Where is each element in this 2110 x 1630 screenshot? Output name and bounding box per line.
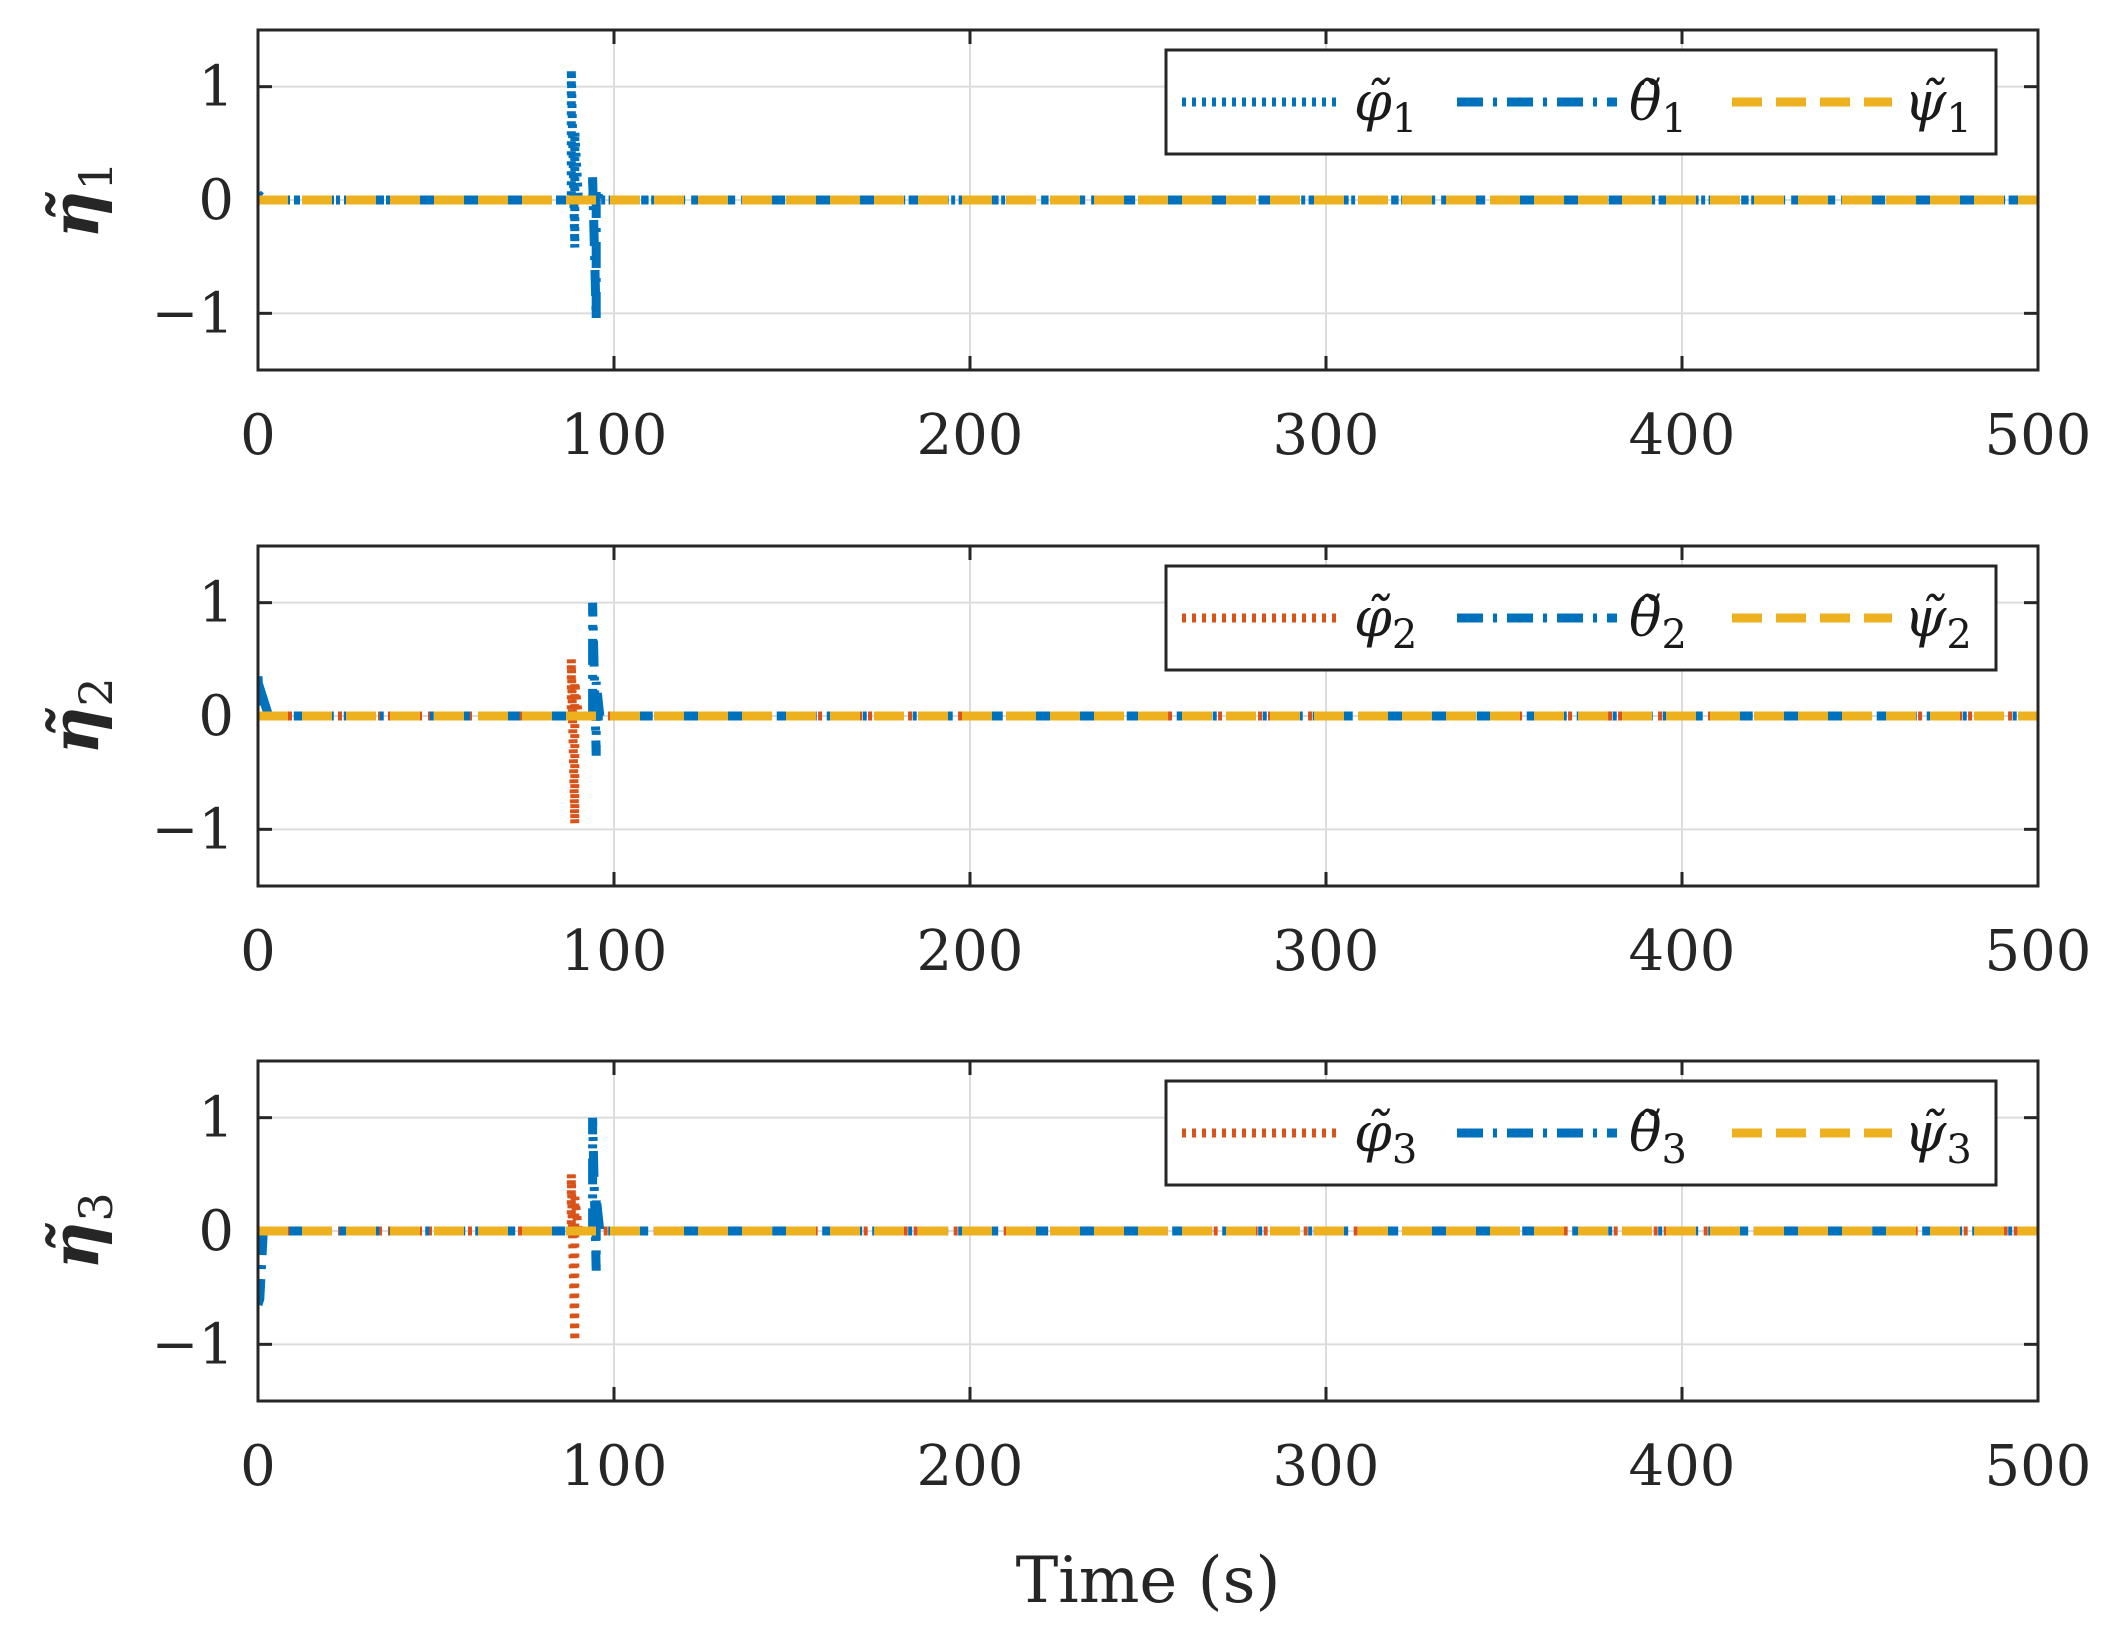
legend-entry-subscript: 1 — [1392, 96, 1417, 142]
x-tick-label: 400 — [1629, 919, 1736, 984]
legend-entry: ψ̃2 — [1904, 586, 1972, 658]
axes-box — [256, 28, 2040, 372]
y-tick-label: 1 — [198, 1086, 234, 1151]
legend-entry: ψ̃3 — [1904, 1101, 1972, 1173]
x-axis-label: Time (s) — [1016, 1544, 1281, 1618]
legend: φ̃1 θ̃1 ψ̃1 — [1164, 48, 1998, 156]
legend-entry-subscript: 2 — [1662, 612, 1687, 658]
y-tick-label: 1 — [198, 55, 234, 120]
series-line-dashdot — [258, 1117, 2038, 1307]
x-tick-label: 300 — [1273, 403, 1380, 468]
legend-entry: φ̃2 — [1354, 586, 1417, 658]
legend-entry: θ̃1 — [1629, 70, 1687, 142]
x-tick-label: 0 — [240, 403, 276, 468]
x-tick-label: 200 — [917, 919, 1024, 984]
axes-box — [256, 544, 2040, 888]
x-tick-label: 500 — [1985, 919, 2092, 984]
legend-entry-subscript: 1 — [1946, 96, 1971, 142]
y-tick-label: 0 — [198, 684, 234, 749]
y-tick-label: 1 — [198, 571, 234, 636]
y-axis-label: η̃3 — [36, 1192, 123, 1269]
y-tick-label: −1 — [151, 281, 234, 346]
x-tick-label: 100 — [561, 1434, 668, 1499]
x-tick-label: 100 — [561, 403, 668, 468]
legend-entry-subscript: 3 — [1392, 1127, 1417, 1173]
y-axis-label: η̃2 — [36, 677, 123, 754]
legend-entry-subscript: 3 — [1662, 1127, 1687, 1173]
x-tick-label: 100 — [561, 919, 668, 984]
legend: φ̃3 θ̃3 ψ̃3 — [1164, 1079, 1998, 1187]
x-tick-label: 400 — [1629, 1434, 1736, 1499]
x-tick-label: 300 — [1273, 919, 1380, 984]
y-tick-label: −1 — [151, 797, 234, 862]
series-line-dashdot — [258, 602, 2038, 756]
panel-1: 0 100 200 300 400 500−101 φ̃1 θ̃1 ψ̃1η̃1 — [36, 28, 2092, 468]
y-tick-label: 0 — [198, 1199, 234, 1264]
legend-entry-subscript: 1 — [1662, 96, 1687, 142]
x-tick-label: 200 — [917, 1434, 1024, 1499]
y-axis-label-subscript: 2 — [69, 677, 123, 706]
x-tick-label: 500 — [1985, 1434, 2092, 1499]
x-tick-label: 400 — [1629, 403, 1736, 468]
y-tick-label: −1 — [151, 1312, 234, 1377]
x-tick-label: 0 — [240, 1434, 276, 1499]
legend-entry: θ̃3 — [1629, 1101, 1687, 1173]
y-axis-label: η̃1 — [36, 161, 123, 238]
legend-entry-subscript: 2 — [1946, 612, 1971, 658]
panel-2: 0 100 200 300 400 500−101 φ̃2 θ̃2 ψ̃2η̃2 — [36, 544, 2092, 984]
y-axis-label-subscript: 3 — [69, 1192, 123, 1221]
axes-box — [256, 1059, 2040, 1403]
y-axis-label-subscript: 1 — [69, 161, 123, 190]
x-tick-label: 200 — [917, 403, 1024, 468]
legend-entry-subscript: 2 — [1392, 612, 1417, 658]
legend-entry-subscript: 3 — [1946, 1127, 1971, 1173]
x-tick-label: 0 — [240, 919, 276, 984]
x-tick-label: 300 — [1273, 1434, 1380, 1499]
y-tick-label: 0 — [198, 168, 234, 233]
x-tick-label: 500 — [1985, 403, 2092, 468]
legend: φ̃2 θ̃2 ψ̃2 — [1164, 564, 1998, 672]
